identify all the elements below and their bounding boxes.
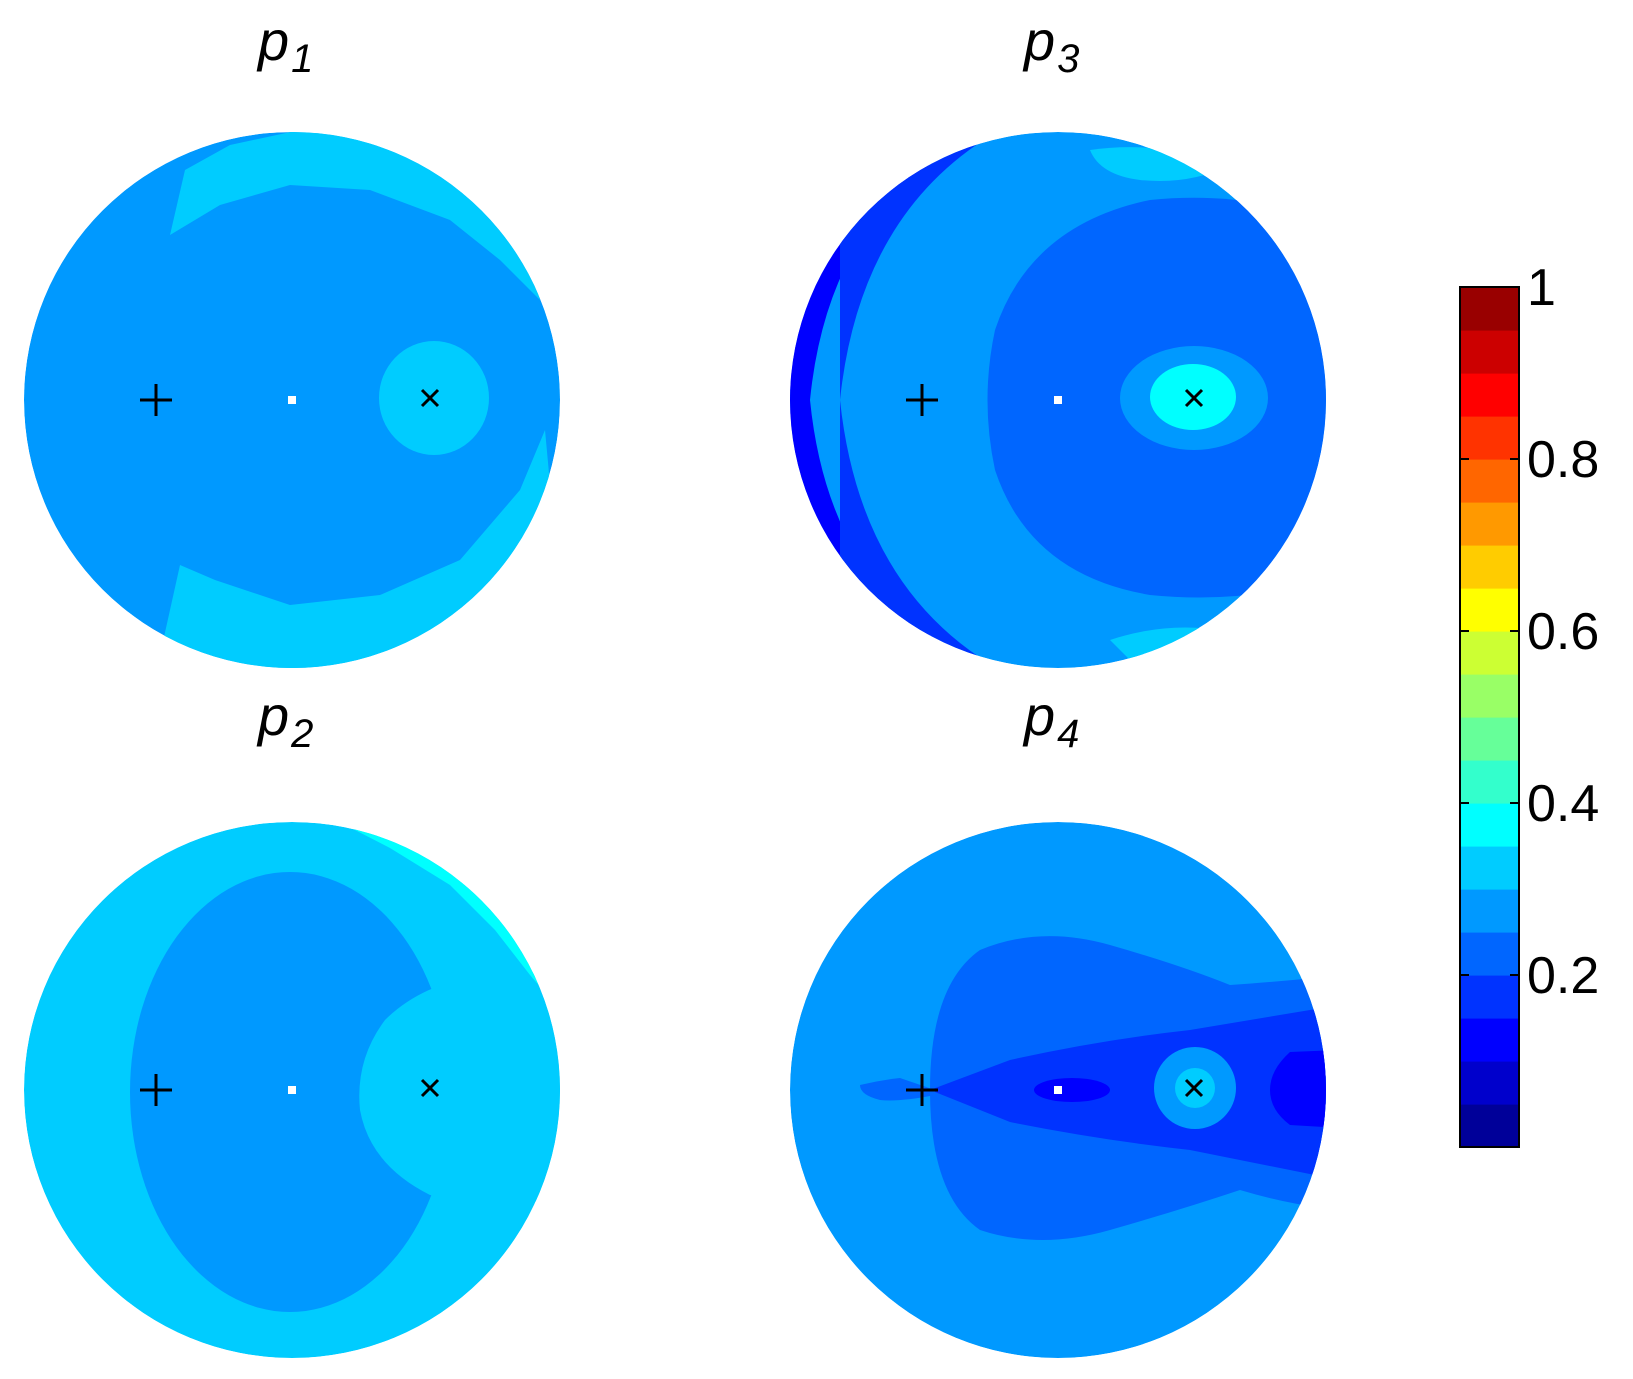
panel-title-subscript: 1 [291, 37, 313, 81]
contour-map-p2 [24, 822, 560, 1358]
colorbar-step [1460, 330, 1519, 374]
plus-marker [906, 384, 938, 416]
colorbar-step [1460, 1018, 1519, 1062]
dot-marker [1054, 396, 1062, 404]
colorbar-step [1460, 1061, 1519, 1105]
panel-title-base: p [256, 9, 289, 72]
colorbar-step [1460, 975, 1519, 1019]
colorbar-tick-label: 0.2 [1527, 947, 1599, 1005]
cross-marker [1184, 388, 1204, 408]
panel-title-p2: p2 [256, 684, 313, 756]
contour-region [1270, 1050, 1326, 1128]
markers-p1 [140, 384, 440, 416]
colorbar: 0.2 0.4 0.6 0.8 1 [1459, 259, 1599, 1148]
panel-p1: p1 [24, 9, 560, 668]
panel-title-base: p [1022, 9, 1055, 72]
contour-region [379, 341, 489, 455]
dot-marker [1054, 1086, 1062, 1094]
colorbar-tick-label: 0.4 [1527, 775, 1599, 833]
plus-marker [140, 384, 172, 416]
panel-title-p3: p3 [1022, 9, 1079, 81]
colorbar-steps [1460, 287, 1519, 1148]
colorbar-step [1460, 588, 1519, 632]
colorbar-step [1460, 502, 1519, 546]
panel-title-p1: p1 [256, 9, 313, 81]
contour-region [860, 1078, 935, 1101]
panel-title-subscript: 4 [1057, 712, 1079, 756]
colorbar-step [1460, 416, 1519, 460]
dot-marker [288, 1086, 296, 1094]
cross-marker [420, 388, 440, 408]
colorbar-step [1460, 889, 1519, 933]
panel-p4: p4 [790, 684, 1326, 1358]
plus-marker [140, 1074, 172, 1106]
colorbar-step [1460, 674, 1519, 718]
colorbar-step [1460, 631, 1519, 675]
panel-p2: p2 [24, 684, 560, 1358]
panel-title-base: p [256, 684, 289, 747]
cross-marker [1184, 1078, 1204, 1098]
markers-p4 [906, 1074, 1204, 1106]
panel-title-subscript: 3 [1057, 37, 1079, 81]
colorbar-step [1460, 459, 1519, 503]
plus-marker [906, 1074, 938, 1106]
markers-p2 [140, 1074, 440, 1106]
colorbar-frame [1459, 286, 1520, 1148]
panel-title-subscript: 2 [290, 712, 313, 756]
panel-title-base: p [1022, 684, 1055, 747]
colorbar-step [1460, 846, 1519, 890]
colorbar-step [1460, 1104, 1519, 1148]
contour-region [1034, 1078, 1110, 1102]
colorbar-ticks: 0.2 0.4 0.6 0.8 1 [1460, 259, 1599, 1005]
colorbar-step [1460, 932, 1519, 976]
dot-marker [288, 396, 296, 404]
contour-region [930, 1005, 1326, 1180]
contour-region [359, 970, 560, 1205]
colorbar-step [1460, 717, 1519, 761]
markers-p3 [906, 384, 1204, 416]
colorbar-tick-label: 0.6 [1527, 603, 1599, 661]
panel-p3: p3 [790, 9, 1326, 668]
colorbar-step [1460, 760, 1519, 804]
colorbar-step [1460, 373, 1519, 417]
colorbar-tick-label: 0.8 [1527, 431, 1599, 489]
colorbar-step [1460, 545, 1519, 589]
colorbar-step [1460, 803, 1519, 847]
contour-map-p3 [790, 132, 1326, 668]
colorbar-step [1460, 287, 1519, 331]
panel-title-p4: p4 [1022, 684, 1079, 756]
cross-marker [420, 1078, 440, 1098]
contour-map-p4 [790, 822, 1326, 1358]
contour-map-p1 [24, 132, 560, 668]
colorbar-tick-label: 1 [1527, 259, 1556, 317]
